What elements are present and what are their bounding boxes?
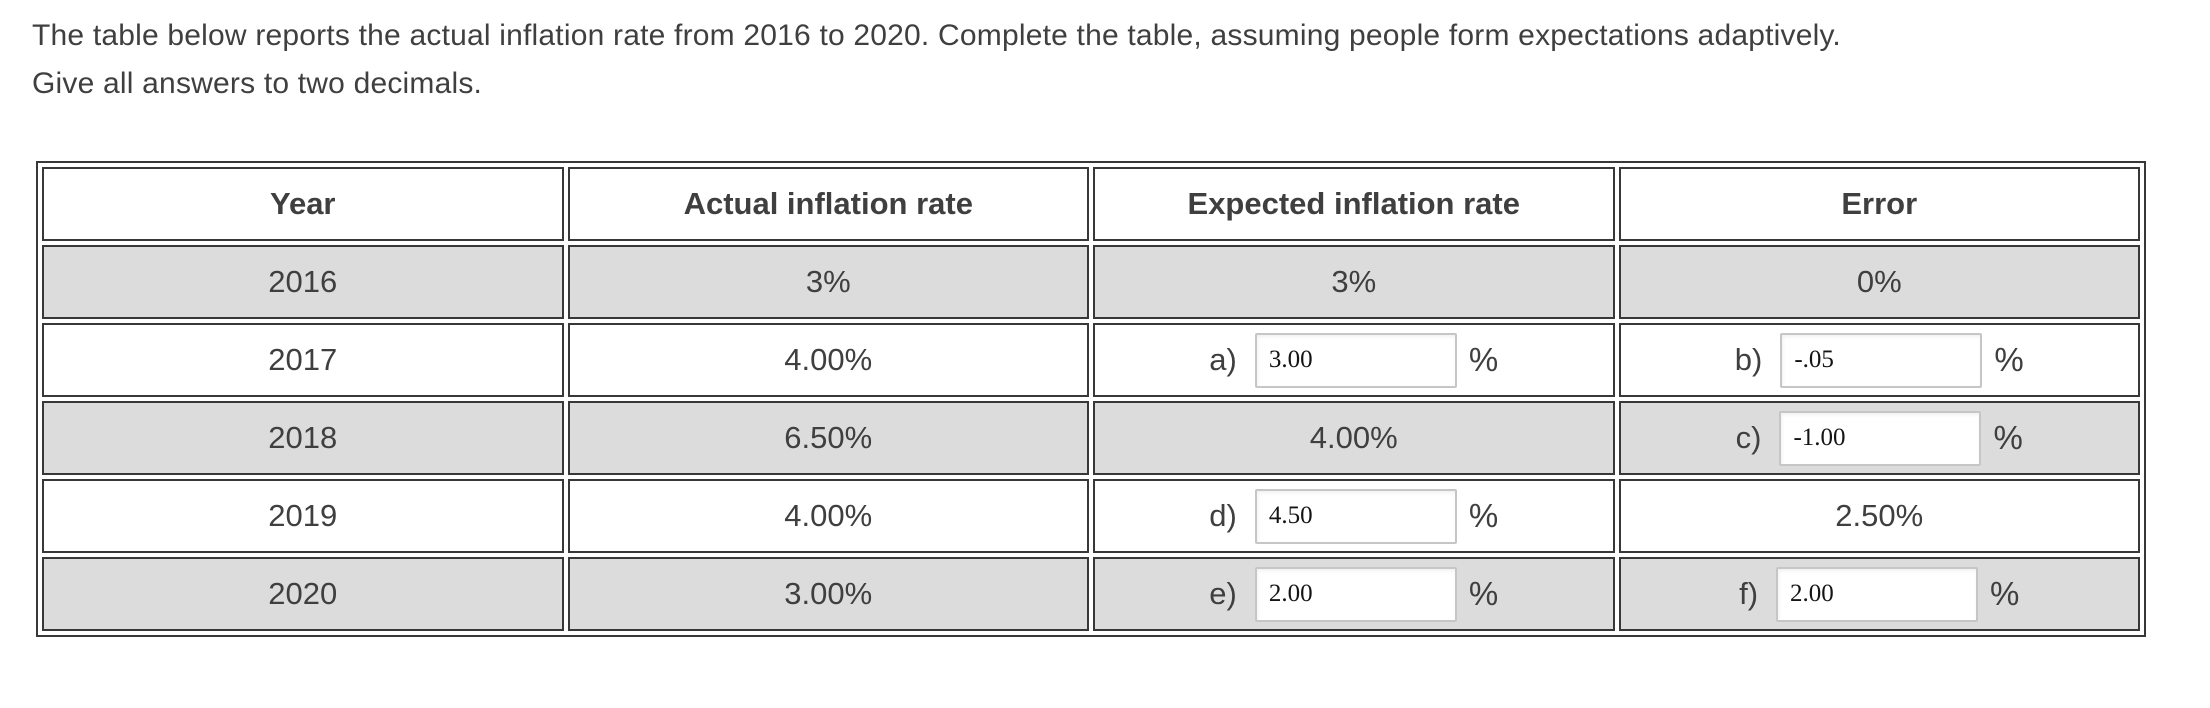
inflation-table: Year Actual inflation rate Expected infl… — [36, 161, 2146, 637]
expected-answer-cell: d)% — [1093, 479, 1615, 553]
answer-label-a: a) — [1209, 342, 1237, 377]
answer-label-f: f) — [1739, 576, 1759, 611]
error-input-c[interactable] — [1779, 410, 1982, 466]
percent-sign: % — [1990, 575, 2020, 612]
answer-label-e: e) — [1209, 576, 1237, 611]
question-line-2: Give all answers to two decimals. — [32, 67, 483, 100]
table-row-2016: 2016 3% 3% 0% — [42, 245, 2140, 319]
answer-group-f: f)% — [1621, 566, 2139, 622]
answer-label-d: d) — [1209, 498, 1237, 533]
percent-sign: % — [1468, 497, 1499, 534]
header-expected-inflation-rate: Expected inflation rate — [1093, 167, 1615, 241]
expected-answer-cell: e)% — [1093, 557, 1615, 631]
error-answer-cell: b)% — [1618, 323, 2140, 397]
expected-answer-cell: a)% — [1093, 323, 1615, 397]
answer-label-b: b) — [1734, 342, 1763, 377]
percent-sign: % — [1994, 341, 2024, 378]
header-error: Error — [1618, 167, 2140, 241]
error-value-cell: 0% — [1618, 245, 2140, 319]
year-cell: 2016 — [42, 245, 564, 319]
error-input-b[interactable] — [1780, 332, 1983, 388]
question-text: The table below reports the actual infla… — [32, 12, 1841, 108]
actual-inflation-cell: 3.00% — [567, 557, 1089, 631]
expected-input-a[interactable] — [1254, 332, 1457, 388]
error-answer-cell: c)% — [1618, 401, 2140, 475]
error-answer-cell: f)% — [1618, 557, 2140, 631]
header-year: Year — [42, 167, 564, 241]
answer-group-a: a)% — [1095, 332, 1613, 388]
year-cell: 2017 — [42, 323, 564, 397]
answer-label-c: c) — [1735, 420, 1762, 455]
header-actual-inflation-rate: Actual inflation rate — [567, 167, 1089, 241]
question-line-1: The table below reports the actual infla… — [32, 19, 1841, 52]
actual-inflation-cell: 6.50% — [567, 401, 1089, 475]
error-input-f[interactable] — [1776, 566, 1979, 622]
expected-value-cell: 4.00% — [1093, 401, 1615, 475]
year-cell: 2019 — [42, 479, 564, 553]
answer-group-c: c)% — [1621, 410, 2139, 466]
answer-group-b: b)% — [1621, 332, 2139, 388]
expected-value-cell: 3% — [1093, 245, 1615, 319]
answer-group-e: e)% — [1095, 566, 1613, 622]
expected-input-e[interactable] — [1254, 566, 1457, 622]
year-cell: 2020 — [42, 557, 564, 631]
percent-sign: % — [1468, 341, 1499, 378]
actual-inflation-cell: 4.00% — [567, 323, 1089, 397]
percent-sign: % — [1993, 419, 2023, 456]
header-row: Year Actual inflation rate Expected infl… — [42, 167, 2140, 241]
answer-group-d: d)% — [1095, 488, 1613, 544]
actual-inflation-cell: 3% — [567, 245, 1089, 319]
percent-sign: % — [1468, 575, 1499, 612]
actual-inflation-cell: 4.00% — [567, 479, 1089, 553]
error-value-cell: 2.50% — [1618, 479, 2140, 553]
expected-input-d[interactable] — [1254, 488, 1457, 544]
year-cell: 2018 — [42, 401, 564, 475]
